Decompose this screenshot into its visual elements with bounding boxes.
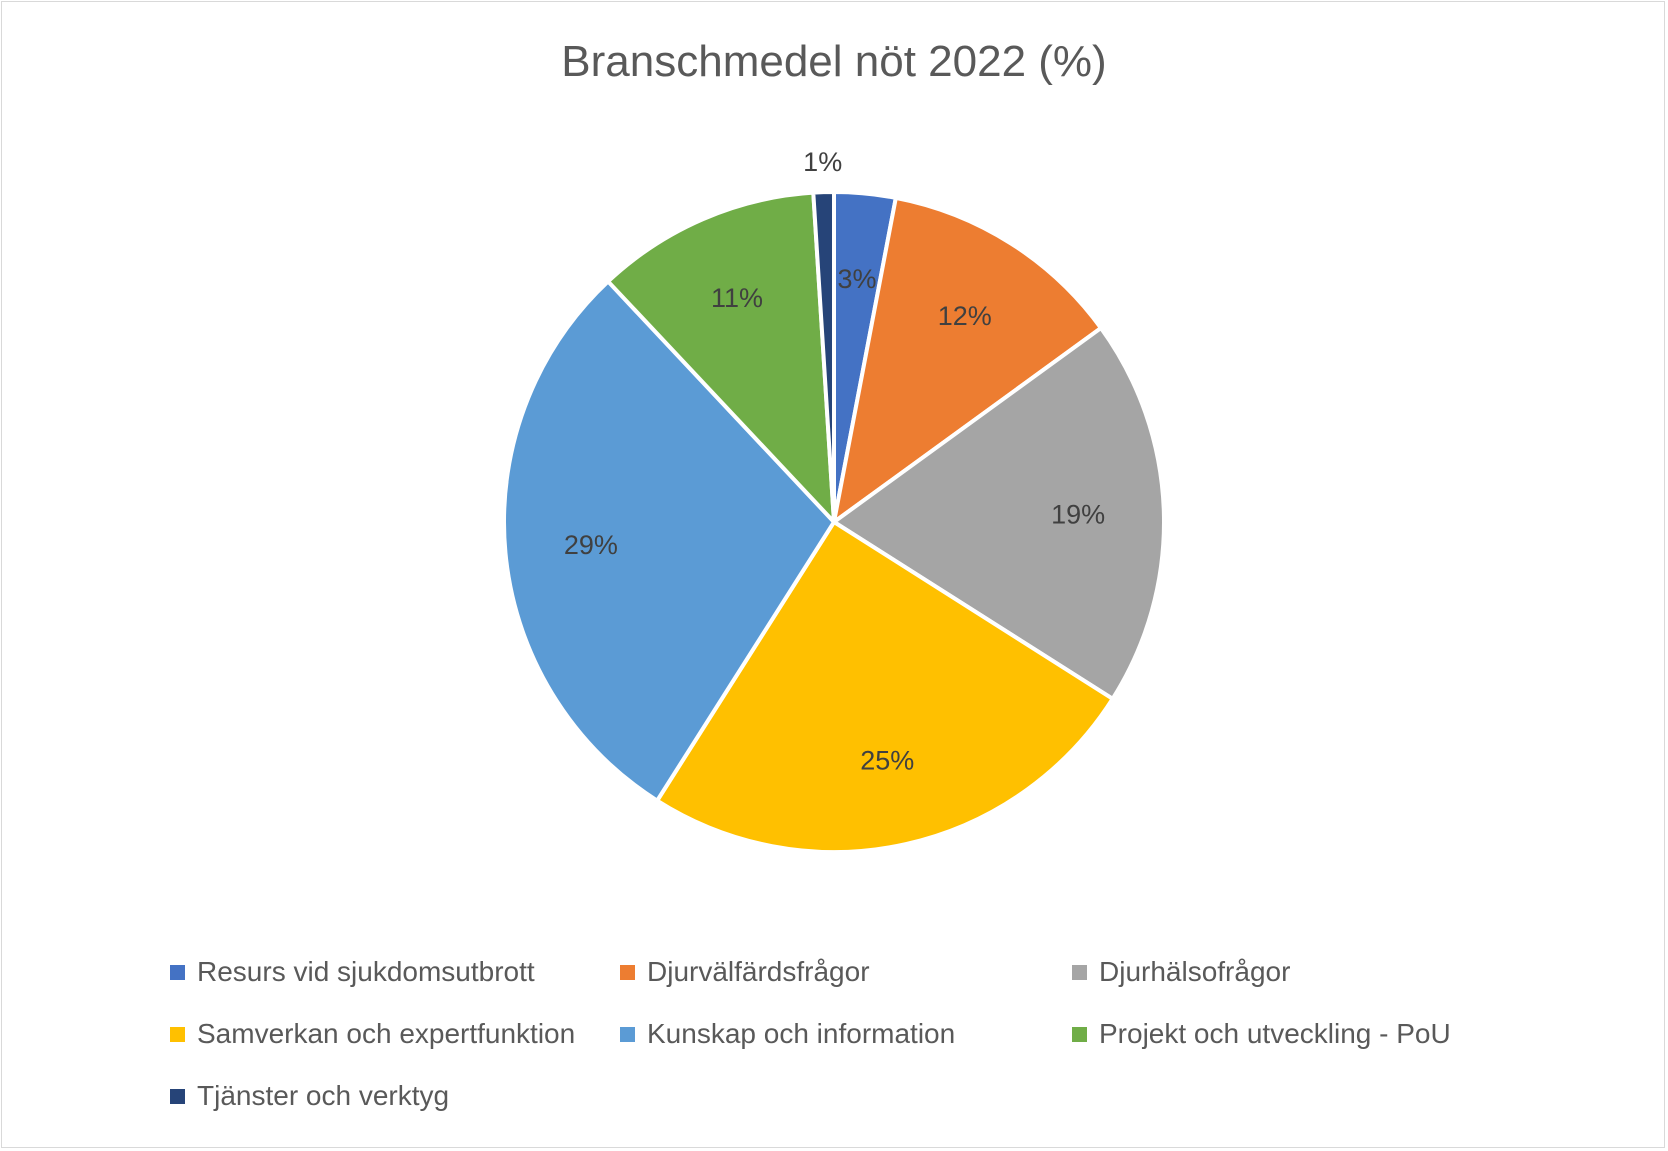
chart-title: Branschmedel nöt 2022 (%) xyxy=(561,37,1107,86)
legend-swatch xyxy=(620,964,635,980)
legend-label: Kunskap och information xyxy=(647,1018,956,1049)
data-label-5: 29% xyxy=(564,530,618,560)
legend-label: Samverkan och expertfunktion xyxy=(197,1018,576,1049)
pie-slice-7 xyxy=(811,189,836,524)
legend-label: Projekt och utveckling - PoU xyxy=(1099,1018,1451,1049)
data-label-4: 25% xyxy=(860,745,914,775)
legend-label: Djurvälfärdsfrågor xyxy=(647,956,870,987)
legend-item-projekt: Projekt och utveckling - PoU xyxy=(1072,1014,1451,1054)
pie-data-labels: 3% 12% 19% 25% 29% 11% 1% xyxy=(564,147,1105,775)
legend-item-djurhalso: Djurhälsofrågor xyxy=(1072,952,1290,992)
legend-label: Tjänster och verktyg xyxy=(197,1080,450,1111)
pie-slices xyxy=(502,189,1166,854)
legend-swatch xyxy=(170,964,185,980)
pie-slice-4 xyxy=(655,520,1115,854)
pie-slice-5 xyxy=(502,279,836,803)
legend-label: Resurs vid sjukdomsutbrott xyxy=(197,956,535,987)
data-label-2: 12% xyxy=(938,301,992,331)
data-label-3: 19% xyxy=(1051,499,1105,529)
pie-slice-6 xyxy=(606,190,836,524)
legend-swatch xyxy=(1072,1026,1087,1042)
data-label-6: 11% xyxy=(711,283,763,313)
legend-swatch xyxy=(620,1026,635,1042)
legend-label: Djurhälsofrågor xyxy=(1099,956,1291,987)
data-label-7: 1% xyxy=(803,147,842,177)
legend-item-resurs: Resurs vid sjukdomsutbrott xyxy=(170,952,535,992)
legend-item-samverkan: Samverkan och expertfunktion xyxy=(170,1014,575,1054)
legend-item-kunskap: Kunskap och information xyxy=(620,1014,955,1054)
pie-slice-3 xyxy=(832,326,1166,701)
legend-item-djurvalfard: Djurvälfärdsfrågor xyxy=(620,952,870,992)
legend-swatch xyxy=(170,1026,185,1042)
pie-slice-2 xyxy=(832,195,1103,524)
data-label-1: 3% xyxy=(837,264,876,294)
legend-swatch xyxy=(1072,964,1087,980)
legend-swatch xyxy=(170,1088,185,1104)
legend-item-tjanster: Tjänster och verktyg xyxy=(170,1076,449,1116)
